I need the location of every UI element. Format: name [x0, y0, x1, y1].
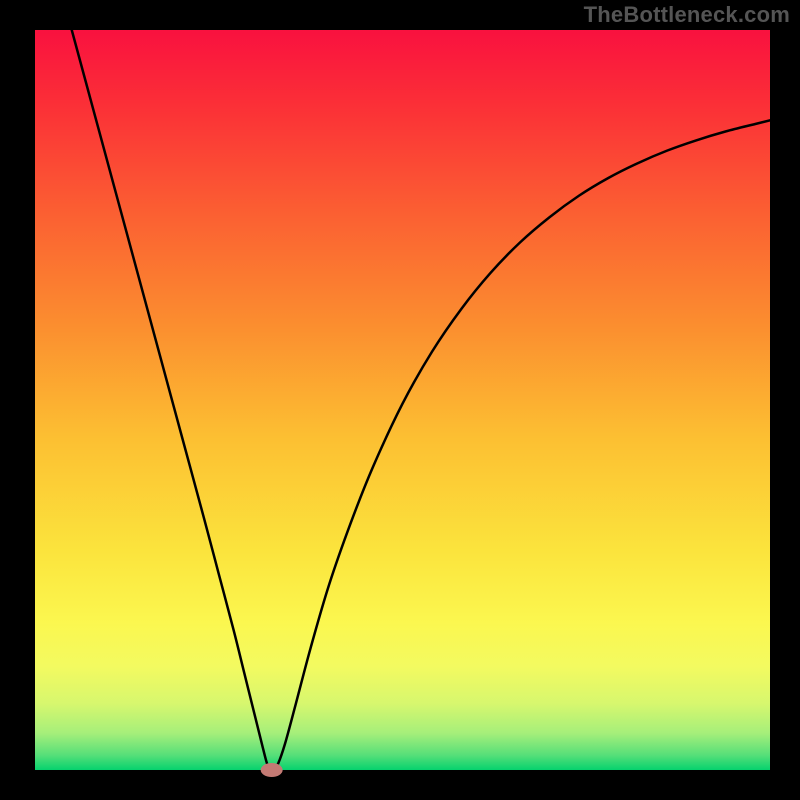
- plot-gradient: [35, 30, 770, 770]
- watermark-label: TheBottleneck.com: [584, 2, 790, 28]
- optimal-point-marker: [261, 763, 283, 777]
- chart-container: TheBottleneck.com: [0, 0, 800, 800]
- bottleneck-chart: [0, 0, 800, 800]
